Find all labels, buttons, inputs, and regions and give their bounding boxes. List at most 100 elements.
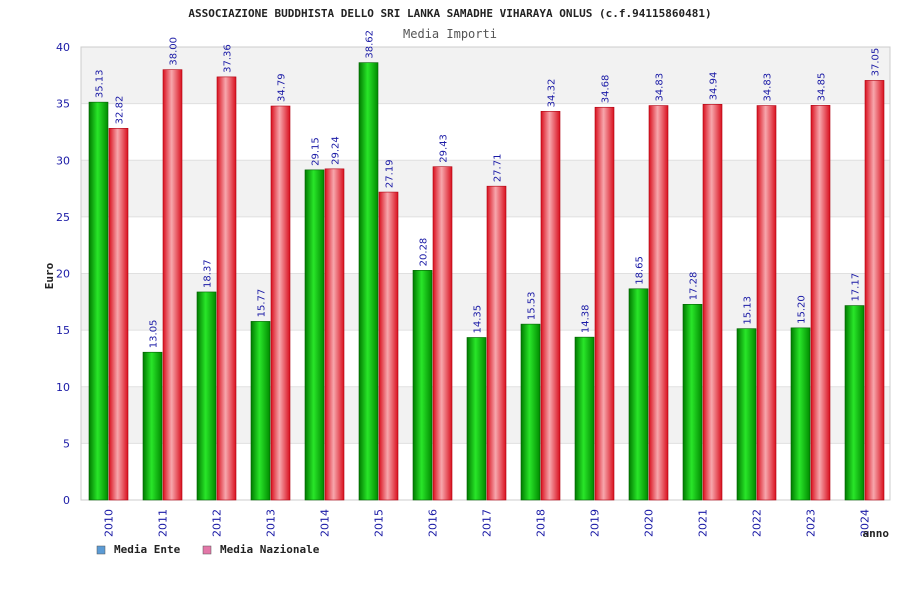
x-tick-label: 2021	[697, 509, 710, 537]
x-tick-label: 2010	[103, 509, 116, 537]
data-label: 17.28	[689, 272, 700, 301]
y-tick-label: 15	[56, 324, 70, 337]
y-tick-label: 25	[56, 211, 70, 224]
bar-media-ente-2014	[304, 169, 325, 501]
data-label: 34.83	[655, 73, 666, 102]
x-tick-label: 2013	[265, 509, 278, 537]
bar-media-nazionale-2015	[378, 191, 399, 501]
data-label: 38.00	[169, 37, 180, 66]
y-tick-label: 35	[56, 98, 70, 111]
bar-media-nazionale-2014	[324, 168, 345, 501]
legend-item-media-nazionale: Media Nazionale	[202, 543, 320, 556]
data-label: 35.13	[95, 70, 106, 99]
bar-media-ente-2019	[574, 336, 595, 501]
bar-media-ente-2018	[520, 323, 541, 501]
legend: Media Ente Media Nazionale	[96, 543, 320, 556]
bar-media-ente-2010	[88, 101, 109, 501]
data-label: 15.53	[527, 291, 538, 320]
bar-media-ente-2024	[844, 305, 865, 501]
legend-label: Media Ente	[114, 543, 181, 556]
data-label: 34.79	[277, 73, 288, 102]
data-label: 29.43	[439, 134, 450, 163]
bar-media-nazionale-2017	[486, 185, 507, 501]
bar-media-nazionale-2024	[864, 80, 885, 501]
chart-subtitle: Media Importi	[403, 27, 497, 41]
bar-media-nazionale-2019	[594, 106, 615, 501]
bar-media-ente-2011	[142, 351, 163, 501]
bar-media-nazionale-2023	[810, 105, 831, 501]
data-label: 14.38	[581, 305, 592, 334]
x-tick-label: 2016	[427, 509, 440, 537]
y-tick-label: 30	[56, 154, 70, 167]
bar-media-nazionale-2013	[270, 105, 291, 501]
bar-media-nazionale-2020	[648, 105, 669, 501]
data-label: 18.65	[635, 256, 646, 285]
data-label: 29.24	[331, 136, 342, 165]
legend-swatch	[202, 545, 212, 555]
y-tick-label: 5	[63, 437, 70, 450]
bars: 35.13 13.05 18.37 15.77 29.15 38.62 20.28 14.35…	[88, 30, 885, 501]
data-label: 15.77	[257, 289, 268, 318]
grid-band	[81, 103, 890, 161]
data-label: 29.15	[311, 137, 322, 166]
data-label: 38.62	[365, 30, 376, 59]
data-label: 37.05	[871, 48, 882, 77]
bar-media-ente-2021	[682, 304, 703, 501]
data-label: 27.19	[385, 159, 396, 188]
grid-band	[81, 160, 890, 217]
x-tick-label: 2024	[859, 509, 872, 537]
grid-band	[81, 47, 890, 104]
y-tick-label: 20	[56, 268, 70, 281]
data-label: 34.83	[763, 73, 774, 102]
bar-media-nazionale-2011	[162, 69, 183, 501]
y-axis-label: Euro	[43, 262, 56, 289]
chart-title: ASSOCIAZIONE BUDDHISTA DELLO SRI LANKA S…	[188, 7, 711, 20]
data-label: 15.20	[797, 295, 808, 324]
grid-band	[81, 216, 890, 274]
x-tick-label: 2012	[211, 509, 224, 537]
x-tick-label: 2020	[643, 509, 656, 537]
bar-media-nazionale-2021	[702, 104, 723, 501]
legend-label: Media Nazionale	[220, 543, 320, 556]
bar-media-nazionale-2018	[540, 111, 561, 501]
bar-media-nazionale-2012	[216, 76, 237, 501]
bar-media-nazionale-2022	[756, 105, 777, 501]
x-tick-label: 2022	[751, 509, 764, 537]
bar-media-ente-2020	[628, 288, 649, 501]
data-label: 34.32	[547, 79, 558, 108]
data-label: 15.13	[743, 296, 754, 325]
bar-media-nazionale-2016	[432, 166, 453, 501]
bar-media-nazionale-2010	[108, 128, 129, 501]
data-label: 17.17	[851, 273, 862, 302]
x-tick-label: 2019	[589, 509, 602, 537]
bar-media-ente-2022	[736, 328, 757, 501]
data-label: 13.05	[149, 320, 160, 349]
bar-media-ente-2023	[790, 327, 811, 501]
y-tick-label: 0	[63, 494, 70, 507]
bar-media-ente-2012	[196, 291, 217, 501]
legend-item-media-ente: Media Ente	[96, 543, 181, 556]
data-label: 27.71	[493, 154, 504, 183]
legend-swatch	[96, 545, 106, 555]
y-tick-label: 40	[56, 41, 70, 54]
x-tick-label: 2011	[157, 509, 170, 537]
data-label: 34.68	[601, 75, 612, 104]
x-tick-label: 2014	[319, 509, 332, 537]
x-axis-label: anno	[863, 527, 890, 540]
data-label: 34.85	[817, 73, 828, 102]
data-label: 18.37	[203, 259, 214, 288]
x-tick-label: 2018	[535, 509, 548, 537]
bar-media-ente-2013	[250, 321, 271, 501]
x-tick-label: 2015	[373, 509, 386, 537]
x-axis: 2010 2011 2012 2013 2014 2015 2016 2017 2018 2019…	[103, 509, 872, 537]
x-tick-label: 2017	[481, 509, 494, 537]
data-label: 14.35	[473, 305, 484, 334]
bar-media-ente-2015	[358, 62, 379, 501]
y-axis: 0 5 10 15 20 25 30 35 40	[56, 41, 70, 507]
data-label: 37.36	[223, 44, 234, 73]
y-tick-label: 10	[56, 381, 70, 394]
data-label: 20.28	[419, 238, 430, 267]
bar-media-ente-2017	[466, 337, 487, 501]
x-tick-label: 2023	[805, 509, 818, 537]
